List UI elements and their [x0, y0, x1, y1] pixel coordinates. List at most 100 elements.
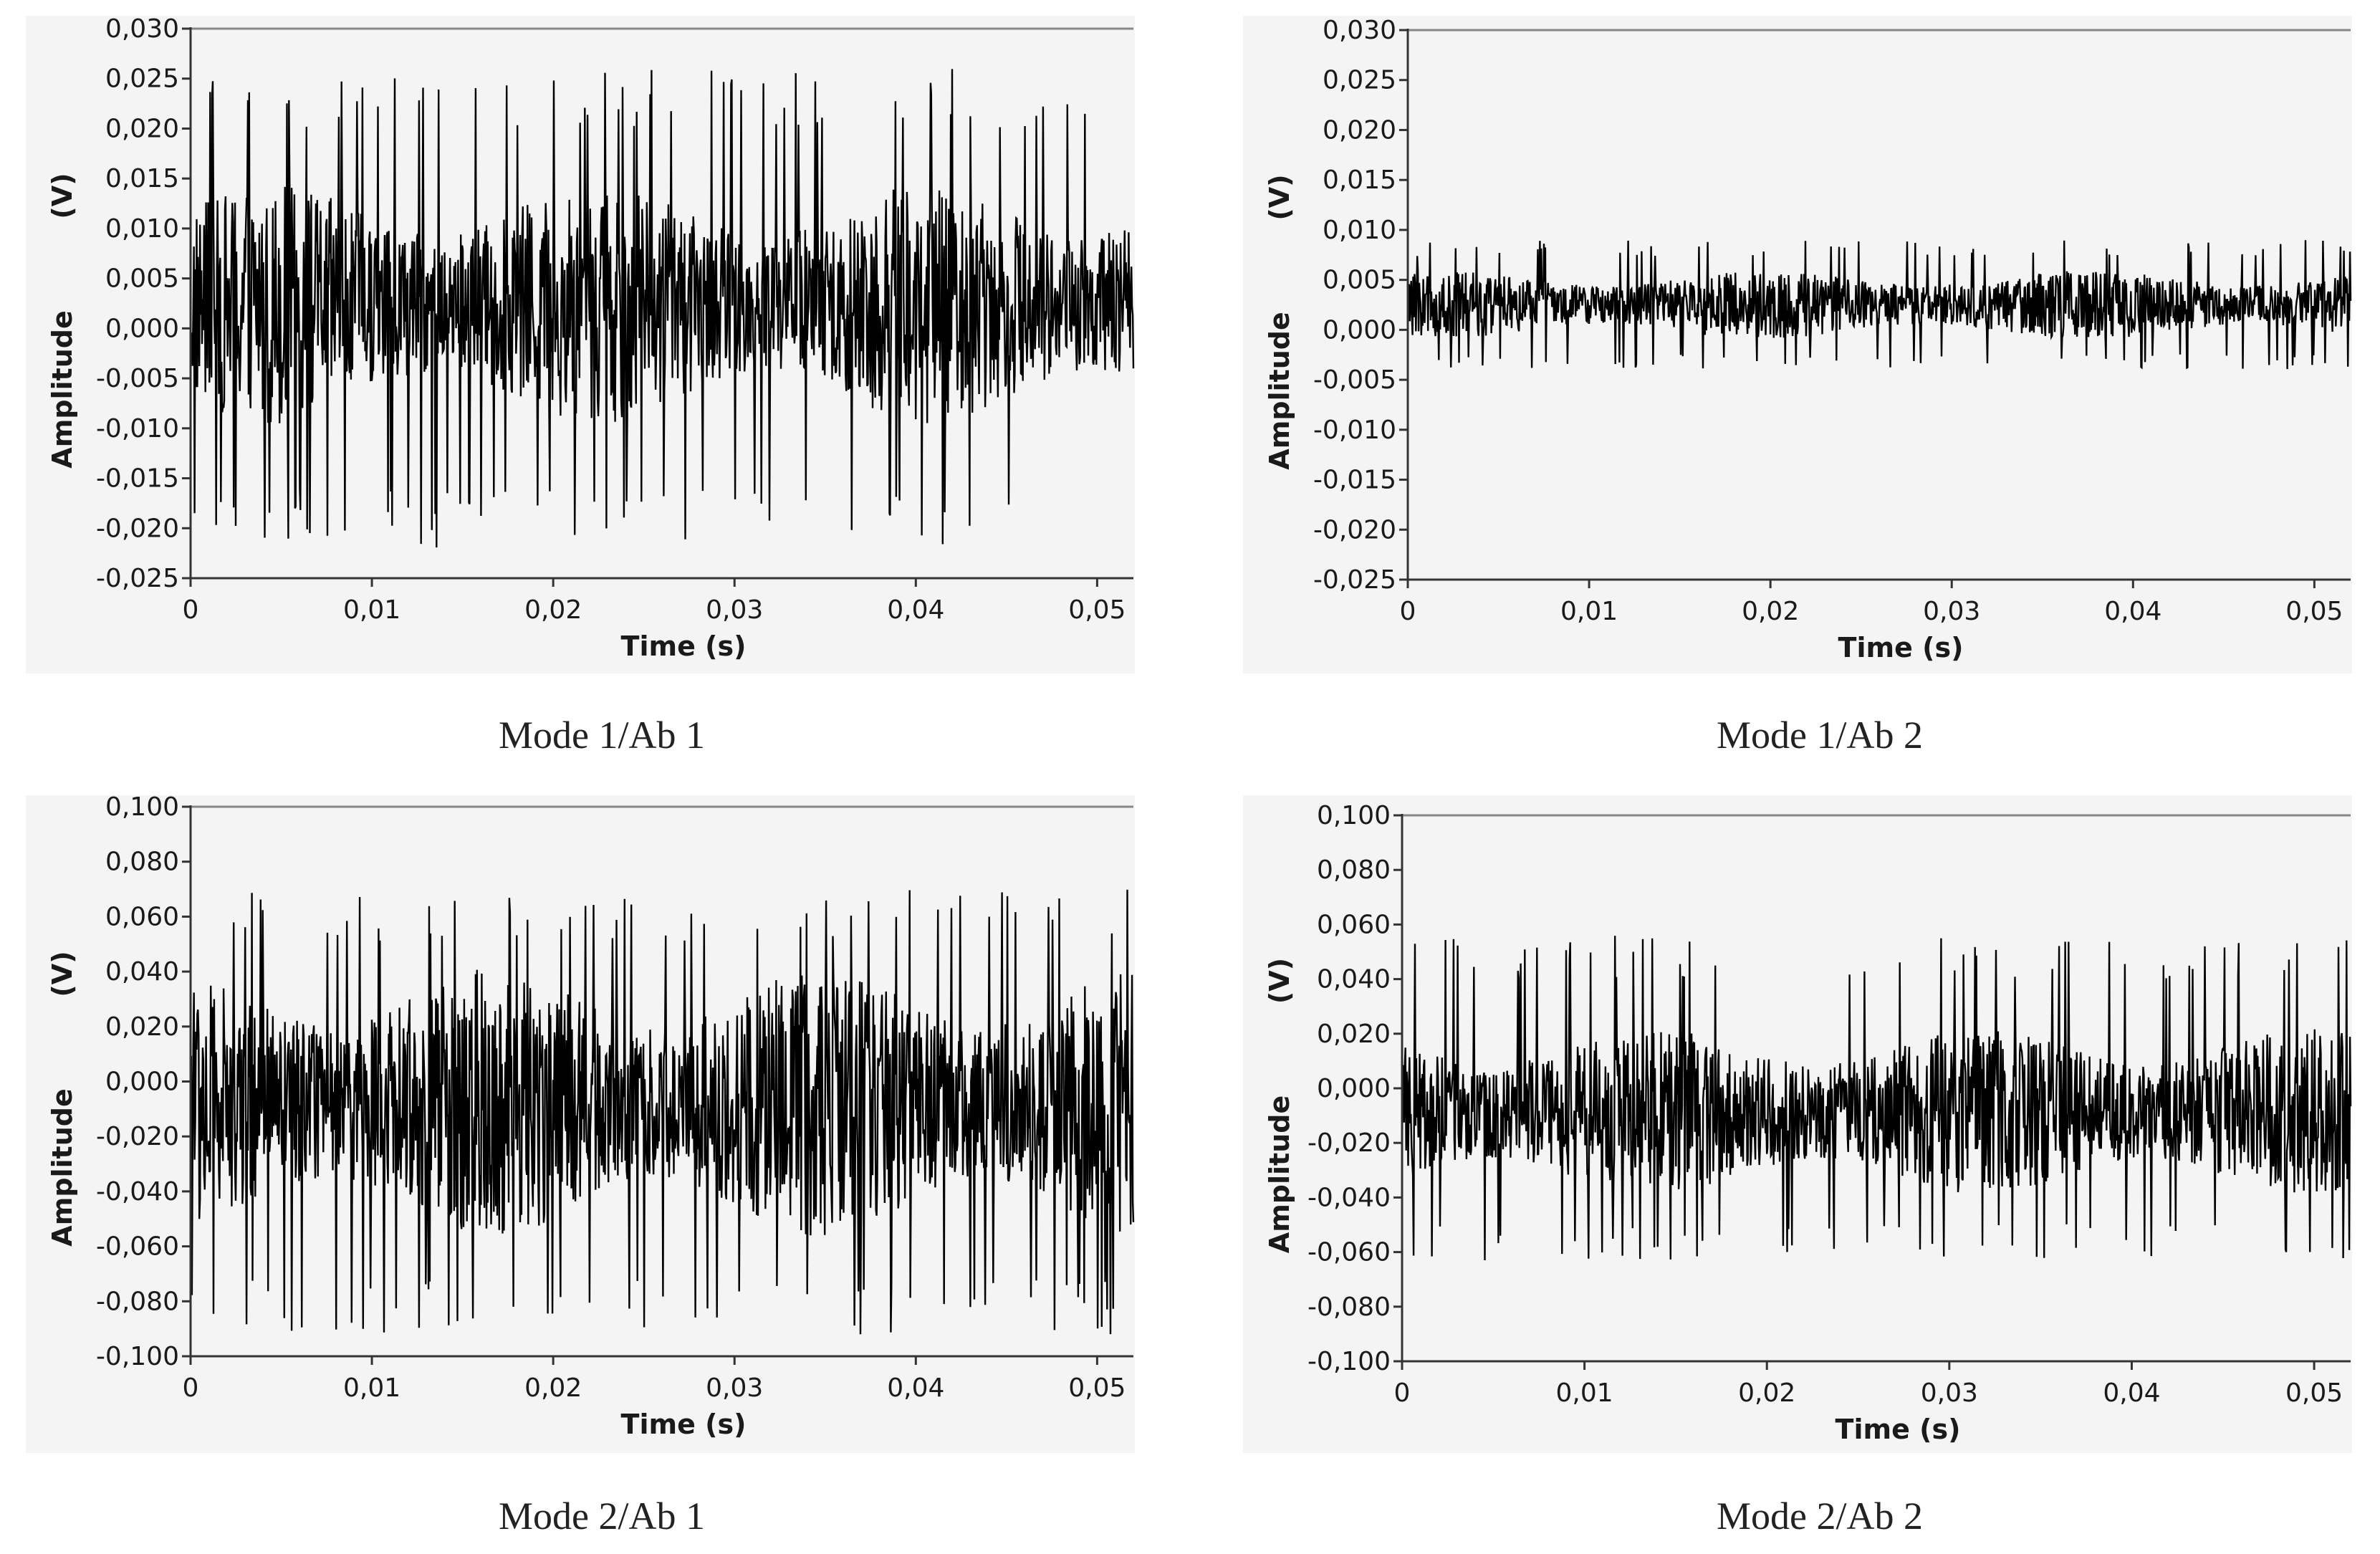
y-tick-label: 0,080 [1317, 855, 1391, 885]
y-axis-title-unit: (V) [1264, 958, 1295, 1004]
x-tick-label: 0 [183, 1373, 199, 1403]
y-tick-label: 0,015 [1323, 166, 1396, 195]
y-tick-label: 0,040 [105, 957, 179, 987]
y-tick-label: -0,025 [96, 564, 179, 593]
y-tick-label: 0,020 [105, 114, 179, 143]
y-tick-label: -0,080 [1307, 1292, 1391, 1322]
x-tick-label: 0,01 [1556, 1378, 1613, 1408]
y-tick-label: 0,025 [1323, 66, 1396, 95]
y-tick-label: 0,000 [105, 314, 179, 343]
x-tick-label: 0,01 [343, 1373, 400, 1403]
caption-mode2-ab1: Mode 2/Ab 1 [499, 1495, 705, 1538]
y-tick-label: -0,100 [1307, 1347, 1391, 1376]
y-tick-label: -0,020 [1307, 1128, 1391, 1158]
y-tick-label: 0,100 [105, 795, 179, 822]
x-tick-label: 0,03 [706, 595, 763, 625]
x-tick-label: 0,02 [1738, 1378, 1795, 1408]
x-tick-label: 0,02 [1742, 597, 1799, 626]
caption-mode1-ab2: Mode 1/Ab 2 [1717, 714, 1923, 757]
y-tick-label: 0,060 [105, 902, 179, 931]
y-tick-label: -0,015 [1313, 466, 1396, 495]
y-axis-title-name: Amplitude [1264, 1095, 1295, 1253]
chart-mode2-ab2: 0,1000,0800,0600,0400,0200,000-0,020-0,0… [1264, 801, 2352, 1445]
x-tick-label: 0,05 [2285, 597, 2343, 626]
y-tick-label: -0,100 [96, 1342, 179, 1371]
y-tick-label: -0,025 [1313, 565, 1396, 595]
y-axis-title: Amplitude (V) [47, 173, 78, 468]
y-tick-label: -0,060 [96, 1232, 179, 1262]
chart-mode2-ab1: 0,1000,0800,0600,0400,0200,000-0,020-0,0… [47, 795, 1135, 1440]
y-tick-label: 0,005 [105, 264, 179, 294]
x-axis-title: Time (s) [621, 630, 747, 662]
y-tick-label: 0,030 [1323, 16, 1396, 45]
y-tick-label: -0,040 [1307, 1183, 1391, 1212]
y-tick-label: 0,010 [1323, 216, 1396, 245]
x-axis-title: Time (s) [621, 1409, 747, 1440]
caption-mode2-ab2: Mode 2/Ab 2 [1717, 1495, 1923, 1538]
y-tick-label: 0,060 [1317, 910, 1391, 939]
y-tick-label: 0,000 [1317, 1074, 1391, 1103]
x-tick-label: 0,03 [706, 1373, 763, 1403]
x-tick-label: 0,04 [2104, 597, 2161, 626]
x-tick-label: 0,05 [1068, 1373, 1126, 1403]
y-tick-label: -0,005 [96, 364, 179, 393]
x-tick-label: 0,02 [524, 1373, 582, 1403]
y-axis-title-unit: (V) [47, 173, 78, 219]
x-tick-label: 0,01 [1560, 597, 1618, 626]
y-tick-label: 0,020 [105, 1012, 179, 1042]
x-tick-label: 0,03 [1921, 1378, 1978, 1408]
chart-mode1-ab1: 0,0300,0250,0200,0150,0100,0050,000-0,00… [47, 16, 1135, 662]
signal-series [1406, 240, 2352, 370]
y-axis-title-unit: (V) [1264, 174, 1295, 220]
x-tick-label: 0,04 [887, 1373, 944, 1403]
chart-panel-mode1-ab1: 0,030 0,025 0,020 0,015 0,010 0,005 0,000 -0,00… [26, 16, 1135, 673]
y-tick-label: 0,030 [105, 16, 179, 44]
x-tick-label: 0 [183, 595, 199, 625]
y-tick-label: -0,040 [96, 1177, 179, 1207]
y-tick-label: -0,060 [1307, 1238, 1391, 1267]
y-axis-title: Amplitude (V) [1264, 958, 1295, 1253]
x-tick-label: 0,05 [2285, 1378, 2343, 1408]
y-tick-label: 0,000 [1323, 315, 1396, 345]
y-tick-label: 0,100 [1317, 801, 1391, 830]
y-axis-title-name: Amplitude [1264, 312, 1295, 469]
x-tick-label: 0,01 [343, 595, 400, 625]
x-tick-label: 0,04 [2103, 1378, 2160, 1408]
chart-mode1-ab2: 0,0300,0250,0200,0150,0100,0050,000-0,00… [1264, 16, 2352, 663]
y-axis-title-unit: (V) [47, 951, 78, 997]
y-tick-label: 0,000 [105, 1068, 179, 1097]
y-axis-title-name: Amplitude [47, 1088, 78, 1246]
y-tick-label: -0,020 [96, 1122, 179, 1151]
signal-series [189, 69, 1135, 548]
y-tick-label: -0,020 [1313, 515, 1396, 545]
x-tick-label: 0,05 [1068, 595, 1126, 625]
y-axis-title: Amplitude (V) [47, 951, 78, 1246]
y-tick-label: 0,080 [105, 848, 179, 877]
y-tick-label: -0,010 [96, 414, 179, 443]
y-tick-label: 0,020 [1317, 1020, 1391, 1049]
y-axis-title: Amplitude (V) [1264, 174, 1295, 469]
y-tick-label: -0,080 [96, 1287, 179, 1316]
y-tick-label: -0,005 [1313, 365, 1396, 395]
x-tick-label: 0 [1400, 597, 1416, 626]
signal-series [189, 889, 1135, 1335]
y-tick-label: -0,015 [96, 464, 179, 494]
x-tick-label: 0 [1394, 1378, 1411, 1408]
x-axis-title: Time (s) [1836, 1414, 1961, 1445]
y-tick-label: 0,025 [105, 64, 179, 94]
y-tick-label: 0,005 [1323, 266, 1396, 295]
x-tick-label: 0,04 [887, 595, 944, 625]
x-axis-title: Time (s) [1838, 632, 1964, 663]
y-tick-label: 0,010 [105, 214, 179, 244]
y-axis-title-name: Amplitude [47, 310, 78, 468]
y-tick-label: -0,020 [96, 514, 179, 543]
caption-mode1-ab1: Mode 1/Ab 1 [499, 714, 705, 757]
y-tick-label: -0,010 [1313, 416, 1396, 445]
y-tick-label: 0,040 [1317, 965, 1391, 994]
y-tick-label: 0,020 [1323, 115, 1396, 145]
chart-panel-mode2-ab1: 0,100 0,080 0,060 0,040 0,020 0,000 -0,020 -0,0… [26, 795, 1135, 1453]
signal-series [1401, 936, 2352, 1261]
chart-panel-mode2-ab2: 0,100 0,080 0,060 0,040 0,020 0,000 -0,020 -0,0… [1243, 795, 2352, 1453]
x-tick-label: 0,03 [1923, 597, 1980, 626]
chart-panel-mode1-ab2: 0,030 0,025 0,020 0,015 0,010 0,005 0,000 -0,00… [1243, 16, 2352, 673]
